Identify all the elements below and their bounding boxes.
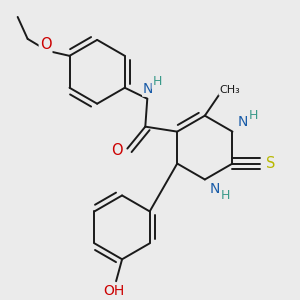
Text: N: N bbox=[237, 115, 248, 129]
Text: H: H bbox=[153, 75, 162, 88]
Text: H: H bbox=[221, 189, 230, 202]
Text: O: O bbox=[40, 38, 51, 52]
Text: N: N bbox=[210, 182, 220, 197]
Text: H: H bbox=[249, 109, 258, 122]
Text: OH: OH bbox=[103, 284, 125, 298]
Text: O: O bbox=[112, 143, 123, 158]
Text: CH₃: CH₃ bbox=[219, 85, 240, 95]
Text: N: N bbox=[143, 82, 154, 96]
Text: S: S bbox=[266, 156, 275, 171]
